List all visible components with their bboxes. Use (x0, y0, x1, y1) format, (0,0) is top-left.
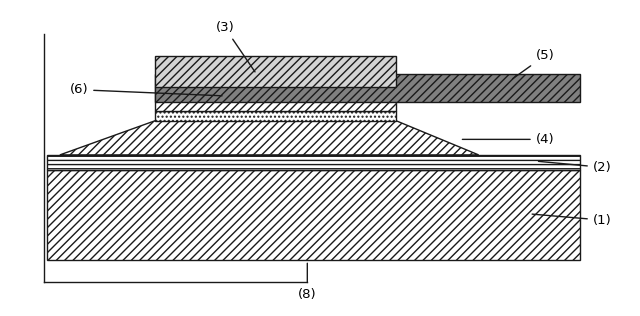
Bar (155, 112, 396, 121)
Bar (155, 74, 580, 102)
Text: (4): (4) (462, 133, 554, 146)
Polygon shape (60, 121, 479, 155)
Bar (155, 56, 396, 87)
Bar (47, 155, 580, 170)
Bar (47, 170, 580, 260)
Text: (3): (3) (216, 21, 255, 72)
Text: (5): (5) (513, 49, 554, 79)
Bar (155, 87, 396, 112)
Text: (2): (2) (538, 161, 612, 174)
Text: (1): (1) (532, 214, 612, 227)
Text: (6): (6) (70, 83, 222, 96)
Text: (8): (8) (298, 263, 317, 301)
